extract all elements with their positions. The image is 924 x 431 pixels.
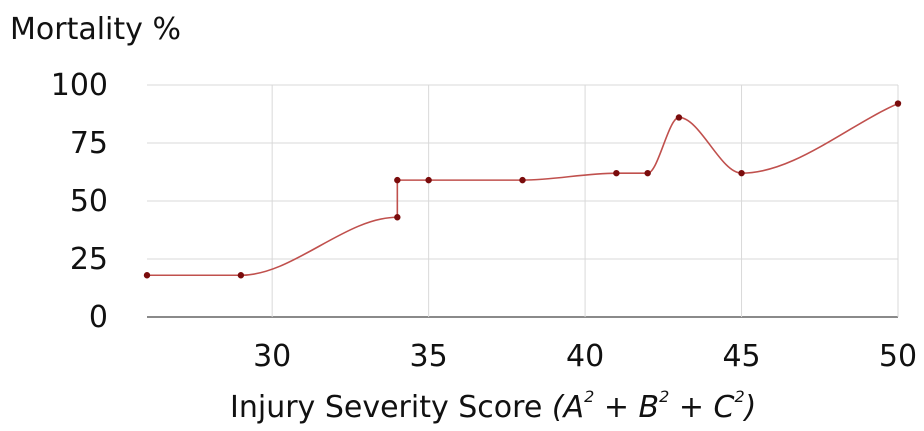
data-point-2 (394, 214, 401, 221)
x-axis-title: Injury Severity Score (A2 + B2 + C2) (230, 387, 757, 425)
data-point-4 (425, 176, 432, 184)
y-axis-title: Mortality % (10, 12, 181, 47)
y-tick-label-25: 25 (70, 242, 108, 277)
x-tick-label-45: 45 (722, 339, 760, 374)
data-point-8 (675, 114, 683, 121)
x-tick-labels: 30 35 40 45 50 (253, 339, 917, 374)
data-point-9 (738, 169, 745, 177)
data-point-0 (143, 272, 151, 279)
data-point-5 (519, 176, 526, 184)
grid-lines (147, 84, 899, 318)
y-tick-labels: 0 25 50 75 100 (51, 68, 108, 335)
x-tick-label-30: 30 (253, 339, 291, 374)
data-point-3 (394, 176, 401, 184)
series-line-0 (147, 102, 899, 277)
y-tick-label-0: 0 (89, 300, 108, 335)
data-point-10 (894, 100, 902, 107)
y-tick-label-100: 100 (51, 68, 108, 103)
series-layer (143, 100, 902, 279)
x-tick-label-50: 50 (879, 339, 917, 374)
x-axis-title-text: Injury Severity Score (230, 390, 552, 425)
x-tick-label-35: 35 (410, 339, 448, 374)
x-axis-title-formula: (A2 + B2 + C2) (551, 387, 757, 425)
data-point-6 (613, 169, 620, 177)
y-tick-label-75: 75 (70, 126, 108, 161)
x-tick-label-40: 40 (566, 339, 604, 374)
y-tick-label-50: 50 (70, 184, 108, 219)
data-point-7 (644, 169, 651, 177)
data-point-1 (237, 272, 245, 279)
